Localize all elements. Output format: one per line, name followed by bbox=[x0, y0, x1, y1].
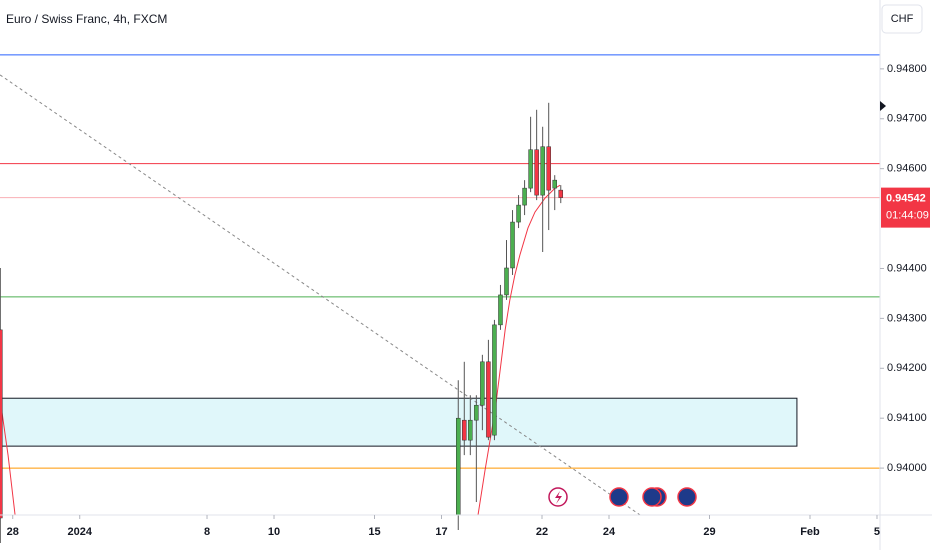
event-icons bbox=[548, 487, 697, 507]
x-tick-label: Feb bbox=[800, 526, 820, 538]
scroll-arrow[interactable] bbox=[880, 101, 886, 111]
candle-body bbox=[492, 324, 497, 436]
y-tick-label: 0.94000 bbox=[887, 462, 927, 474]
x-tick-label: 22 bbox=[536, 526, 548, 538]
candle-body bbox=[528, 149, 533, 189]
candle-body bbox=[522, 187, 527, 206]
candle-body bbox=[552, 179, 557, 189]
x-tick-label: 28 bbox=[7, 526, 19, 538]
price-label-box bbox=[881, 187, 930, 228]
x-tick-label: 2024 bbox=[67, 526, 92, 538]
candle-body bbox=[462, 419, 467, 441]
candle-body bbox=[456, 417, 461, 516]
plot-area bbox=[0, 54, 880, 543]
candle-body bbox=[546, 146, 551, 191]
x-tick-label: 29 bbox=[703, 526, 715, 538]
candle-body bbox=[468, 419, 473, 441]
event-icon[interactable] bbox=[642, 487, 662, 507]
moving-average bbox=[0, 398, 16, 516]
axes: 0.94800 0.94700 0.94600 0.94400 0.94300 0.942… bbox=[7, 63, 930, 538]
candle-body bbox=[558, 189, 564, 198]
y-tick-label: 0.94600 bbox=[887, 163, 927, 175]
y-tick-label: 0.94800 bbox=[887, 63, 927, 75]
price-label: 0.94542 bbox=[886, 193, 926, 205]
zone bbox=[0, 397, 798, 447]
candle-body bbox=[474, 404, 479, 421]
candle-body bbox=[480, 361, 485, 406]
y-tick-label: 0.94300 bbox=[887, 312, 927, 324]
x-tick-label: 17 bbox=[435, 526, 447, 538]
y-tick-label: 0.94700 bbox=[887, 113, 927, 125]
candle-body bbox=[0, 329, 3, 519]
event-icon[interactable] bbox=[609, 487, 629, 507]
x-tick-label: 15 bbox=[368, 526, 380, 538]
candle-body bbox=[498, 294, 503, 326]
candle-body bbox=[510, 221, 515, 269]
y-tick-label: 0.94400 bbox=[887, 262, 927, 274]
countdown-label: 01:44:09 bbox=[886, 210, 929, 222]
event-icon[interactable] bbox=[677, 487, 697, 507]
x-tick-label: 10 bbox=[268, 526, 280, 538]
chart-title: Euro / Swiss Franc, 4h, FXCM bbox=[6, 12, 167, 26]
y-tick-label: 0.94200 bbox=[887, 362, 927, 374]
x-tick-label: 8 bbox=[204, 526, 210, 538]
candle-body bbox=[504, 267, 509, 296]
event-glyph bbox=[555, 491, 562, 504]
candle-body bbox=[534, 149, 539, 196]
moving-average bbox=[477, 184, 561, 516]
currency-button-label[interactable]: CHF bbox=[891, 13, 914, 25]
candle-body bbox=[540, 146, 545, 196]
y-tick-label: 0.94100 bbox=[887, 412, 927, 424]
candle-body bbox=[486, 361, 491, 438]
candle-body bbox=[516, 204, 521, 223]
x-tick-label: 24 bbox=[603, 526, 616, 538]
x-tick-label: 5 bbox=[874, 526, 880, 538]
currency-button[interactable] bbox=[881, 4, 923, 34]
